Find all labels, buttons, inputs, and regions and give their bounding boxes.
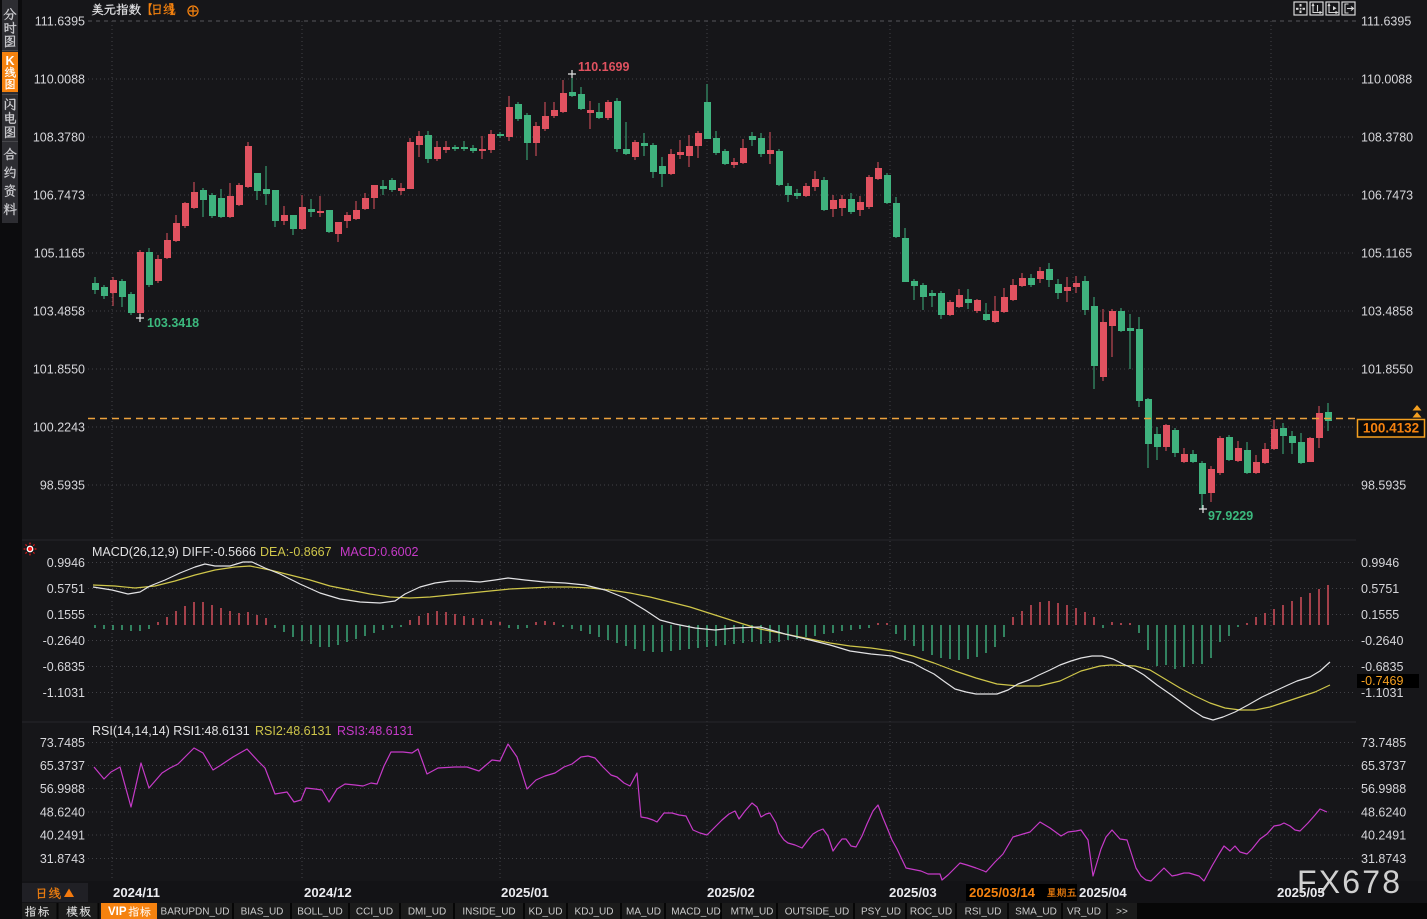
svg-text:BARUPDN_UD: BARUPDN_UD: [161, 907, 230, 918]
svg-text:2025/02: 2025/02: [707, 885, 755, 900]
svg-text:0.1555: 0.1555: [1361, 608, 1399, 622]
svg-text:98.5935: 98.5935: [40, 479, 85, 493]
svg-text:73.7485: 73.7485: [1361, 736, 1406, 750]
svg-text:ROC_UD: ROC_UD: [910, 907, 952, 918]
svg-text:111.6395: 111.6395: [1361, 15, 1411, 29]
svg-text:105.1165: 105.1165: [1361, 247, 1412, 261]
svg-text:106.7473: 106.7473: [1361, 189, 1413, 203]
svg-text:-0.6835: -0.6835: [43, 660, 85, 674]
svg-text:KDJ_UD: KDJ_UD: [575, 907, 614, 918]
svg-text:98.5935: 98.5935: [1361, 479, 1406, 493]
svg-text:0.5751: 0.5751: [1361, 582, 1399, 596]
svg-text:108.3780: 108.3780: [1361, 131, 1413, 145]
svg-text:65.3737: 65.3737: [1361, 759, 1406, 773]
svg-text:-1.1031: -1.1031: [1361, 686, 1403, 700]
svg-text:RSI_UD: RSI_UD: [965, 907, 1002, 918]
svg-text:DEA:-0.8667: DEA:-0.8667: [260, 545, 332, 559]
svg-text:56.9988: 56.9988: [1361, 782, 1406, 796]
svg-text:100.2243: 100.2243: [33, 421, 85, 435]
svg-text:97.9229: 97.9229: [1208, 509, 1253, 523]
svg-text:MACD:0.6002: MACD:0.6002: [340, 545, 419, 559]
svg-text:48.6240: 48.6240: [1361, 806, 1406, 820]
svg-text:OUTSIDE_UD: OUTSIDE_UD: [785, 907, 849, 918]
svg-text:MTM_UD: MTM_UD: [731, 907, 774, 918]
svg-text:2024/11: 2024/11: [113, 885, 160, 900]
svg-text:73.7485: 73.7485: [40, 736, 85, 750]
svg-text:VR_UD: VR_UD: [1067, 907, 1101, 918]
svg-text:0.9946: 0.9946: [1361, 556, 1399, 570]
svg-text:100.4132: 100.4132: [1363, 421, 1419, 436]
svg-text:-0.2640: -0.2640: [1361, 634, 1403, 648]
svg-text:108.3780: 108.3780: [33, 131, 85, 145]
svg-text:110.0088: 110.0088: [34, 73, 85, 87]
svg-text:0.1555: 0.1555: [47, 608, 85, 622]
svg-text:PSY_UD: PSY_UD: [861, 907, 901, 918]
svg-text:RSI2:48.6131: RSI2:48.6131: [255, 724, 331, 738]
svg-text:103.4858: 103.4858: [1361, 305, 1413, 319]
svg-text:56.9988: 56.9988: [40, 782, 85, 796]
svg-text:106.7473: 106.7473: [33, 189, 85, 203]
svg-text:>>: >>: [1116, 907, 1128, 918]
svg-text:101.8550: 101.8550: [1361, 363, 1413, 377]
svg-text:MACD(26,12,9) DIFF:-0.5666: MACD(26,12,9) DIFF:-0.5666: [92, 545, 256, 559]
svg-text:31.8743: 31.8743: [1361, 852, 1406, 866]
svg-text:KD_UD: KD_UD: [529, 907, 563, 918]
svg-text:INSIDE_UD: INSIDE_UD: [462, 907, 515, 918]
svg-text:K: K: [5, 54, 14, 68]
svg-text:2025/03: 2025/03: [889, 885, 937, 900]
svg-text:2025/01: 2025/01: [501, 885, 549, 900]
svg-text:FX678: FX678: [1297, 864, 1402, 900]
svg-text:40.2491: 40.2491: [40, 829, 85, 843]
svg-text:110.1699: 110.1699: [578, 60, 629, 74]
svg-text:-0.6835: -0.6835: [1361, 660, 1403, 674]
svg-text:2024/12: 2024/12: [304, 885, 352, 900]
svg-text:RSI(14,14,14) RSI1:48.6131: RSI(14,14,14) RSI1:48.6131: [92, 724, 250, 738]
svg-text:SMA_UD: SMA_UD: [1015, 907, 1057, 918]
svg-text:-0.2640: -0.2640: [43, 634, 85, 648]
svg-text:DMI_UD: DMI_UD: [408, 907, 446, 918]
svg-text:CCI_UD: CCI_UD: [356, 907, 393, 918]
svg-text:110.0088: 110.0088: [1361, 73, 1412, 87]
svg-text:-0.7469: -0.7469: [1361, 674, 1403, 688]
svg-text:105.1165: 105.1165: [34, 247, 85, 261]
svg-text:101.8550: 101.8550: [33, 363, 85, 377]
svg-text:0.9946: 0.9946: [47, 556, 85, 570]
svg-text:2025/04: 2025/04: [1079, 885, 1127, 900]
svg-text:MA_UD: MA_UD: [626, 907, 661, 918]
svg-text:31.8743: 31.8743: [40, 852, 85, 866]
svg-text:-1.1031: -1.1031: [43, 686, 85, 700]
svg-text:MACD_UD: MACD_UD: [671, 907, 720, 918]
svg-text:2025/03/14: 2025/03/14: [969, 885, 1036, 900]
svg-text:103.4858: 103.4858: [33, 305, 85, 319]
svg-text:BOLL_UD: BOLL_UD: [297, 907, 343, 918]
svg-text:RSI3:48.6131: RSI3:48.6131: [337, 724, 413, 738]
svg-text:65.3737: 65.3737: [40, 759, 85, 773]
svg-text:111.6395: 111.6395: [35, 15, 85, 29]
svg-text:2025/05: 2025/05: [1277, 885, 1325, 900]
svg-text:VIP: VIP: [108, 906, 127, 918]
svg-text:0.5751: 0.5751: [47, 582, 85, 596]
svg-text:48.6240: 48.6240: [40, 806, 85, 820]
svg-text:BIAS_UD: BIAS_UD: [241, 907, 284, 918]
svg-text:103.3418: 103.3418: [147, 316, 199, 330]
svg-text:40.2491: 40.2491: [1361, 829, 1406, 843]
